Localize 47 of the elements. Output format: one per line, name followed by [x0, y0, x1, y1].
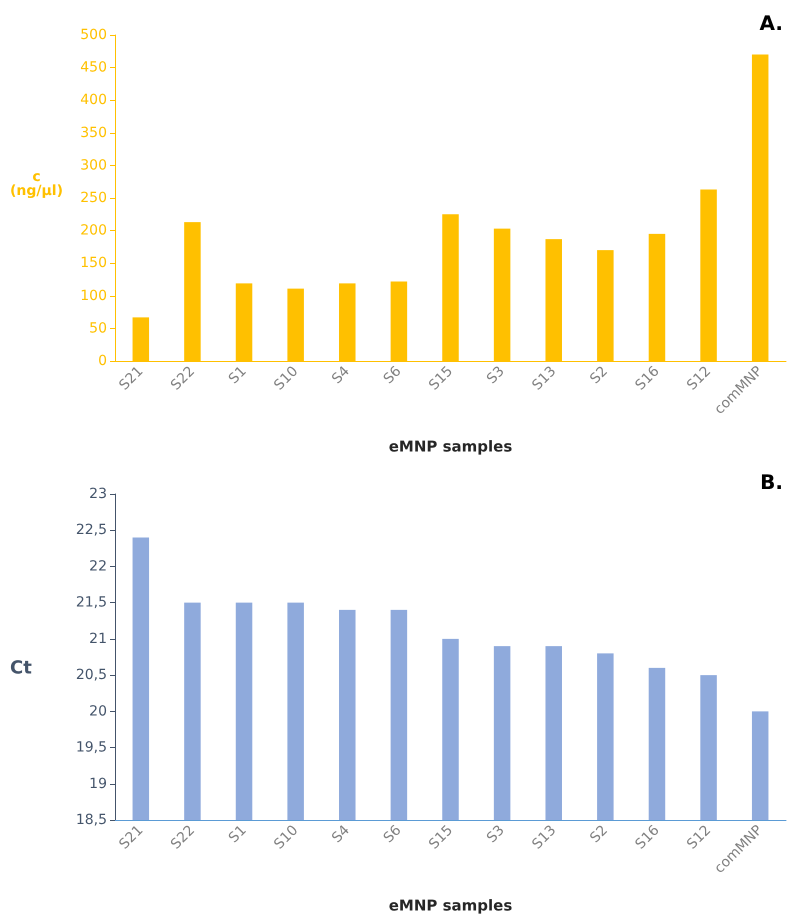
- y-tick-label: 18,5: [76, 812, 107, 828]
- x-tick-label: S22: [168, 363, 198, 394]
- y-tick-label: 0: [98, 353, 107, 369]
- y-tick-label: 450: [80, 60, 107, 76]
- y-tick-label: 22: [89, 558, 107, 574]
- y-axis-title: c (ng/µl): [10, 169, 63, 199]
- chart-title: B.: [760, 470, 783, 494]
- y-tick-label: 500: [80, 27, 107, 43]
- x-tick-label: S10: [271, 822, 302, 853]
- y-tick-label: 250: [80, 190, 107, 206]
- y-axis-title: Ct: [10, 658, 32, 678]
- y-tick-label: 20: [89, 703, 107, 720]
- x-tick-label: S22: [168, 822, 198, 853]
- x-tick-label: S3: [484, 363, 508, 388]
- y-tick-label: 200: [80, 222, 107, 239]
- y-tick-label: 400: [80, 92, 107, 108]
- y-tick-label: 23: [89, 486, 107, 502]
- y-tick-label: 50: [89, 320, 107, 336]
- y-tick-label: 350: [80, 124, 107, 141]
- x-tick-label: S12: [684, 363, 714, 394]
- x-tick-label: S13: [529, 363, 560, 394]
- y-tick-label: 21: [89, 630, 107, 647]
- x-tick-label: S1: [226, 363, 250, 388]
- chart-title: A.: [760, 11, 784, 35]
- x-tick-label: S6: [380, 822, 405, 846]
- x-tick-label: S2: [587, 822, 612, 846]
- x-axis-title: eMNP samples: [388, 896, 512, 914]
- y-tick-label: 300: [80, 157, 107, 174]
- y-tick-label: 19: [89, 776, 107, 792]
- y-tick-label: 19,5: [76, 740, 107, 756]
- x-tick-label: S4: [329, 363, 353, 388]
- x-tick-label: S13: [529, 822, 560, 853]
- x-tick-label: S3: [484, 822, 508, 846]
- y-tick-label: 150: [80, 255, 107, 272]
- x-tick-label: S6: [380, 363, 405, 388]
- x-tick-label: S21: [116, 822, 146, 853]
- y-tick-label: 22,5: [76, 522, 107, 538]
- x-tick-label: S10: [271, 363, 302, 394]
- y-tick-label: 21,5: [76, 594, 107, 611]
- y-tick-label: 20,5: [76, 667, 107, 684]
- x-tick-label: S21: [116, 363, 146, 394]
- x-tick-label: S2: [587, 363, 612, 388]
- y-tick-label: 100: [80, 288, 107, 304]
- x-tick-label: S4: [329, 822, 353, 846]
- x-axis-title: eMNP samples: [388, 438, 512, 456]
- x-tick-label: S12: [684, 822, 714, 853]
- x-tick-label: S1: [226, 822, 250, 846]
